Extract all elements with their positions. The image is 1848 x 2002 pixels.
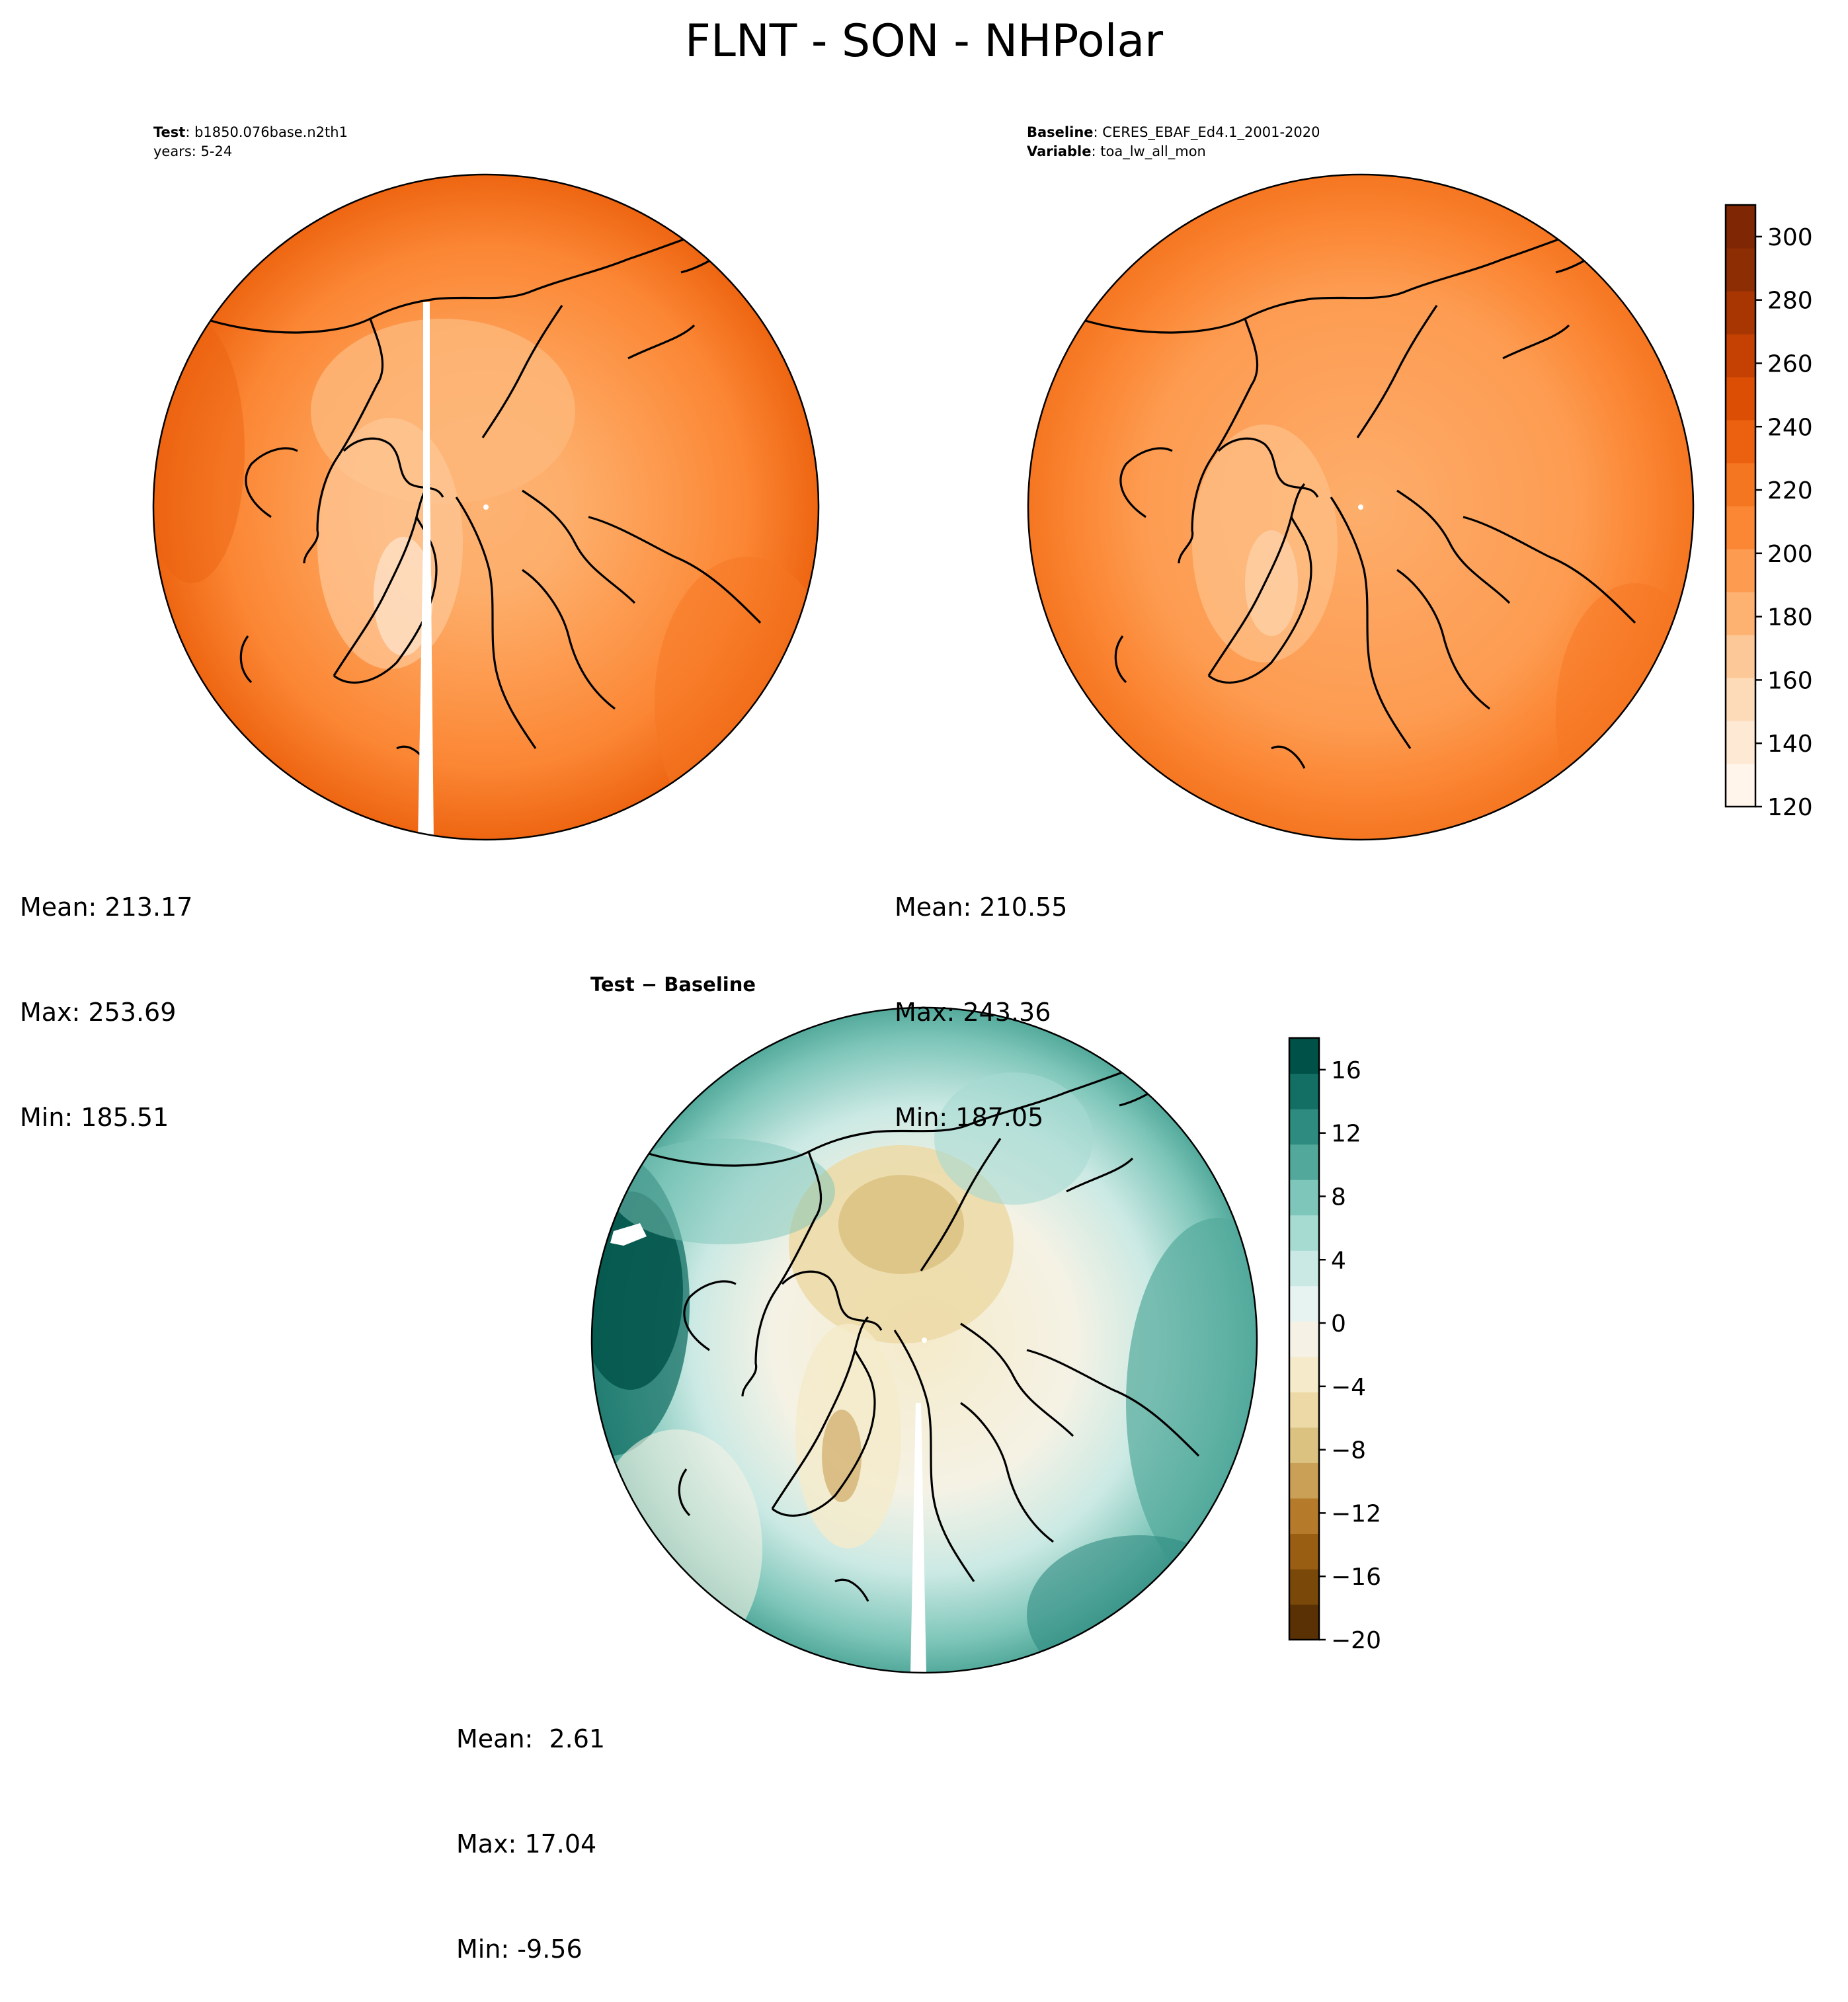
- main-colorbar-segment: [1726, 635, 1755, 678]
- page-title: FLNT - SON - NHPolar: [684, 15, 1164, 67]
- diff-colorbar-tick-label: 8: [1331, 1183, 1346, 1211]
- main-colorbar-segment: [1726, 764, 1755, 807]
- diff-colorbar-segment: [1289, 1038, 1319, 1074]
- main-colorbar-segment: [1726, 463, 1755, 506]
- test-min: Min: 185.51: [20, 1103, 169, 1132]
- test-stats: Mean: 213.17 Max: 253.69 Min: 185.51: [20, 820, 192, 1170]
- difference-stats: Mean: 2.61 Max: 17.04 Min: -9.56: [456, 1652, 605, 2002]
- main-colorbar: 120 140 160 180 200 220 240 260 280 300: [1724, 204, 1813, 821]
- difference-mean: Mean: 2.61: [456, 1724, 606, 1753]
- main-colorbar-tick-label: 140: [1767, 731, 1813, 758]
- baseline-label-value: CERES_EBAF_Ed4.1_2001-2020: [1102, 124, 1320, 140]
- diff-colorbar-tick-label: 0: [1331, 1310, 1346, 1338]
- main-colorbar-tick-label: 300: [1767, 224, 1813, 251]
- baseline-label: Baseline: CERES_EBAF_Ed4.1_2001-2020 Var…: [1027, 124, 1320, 159]
- main-colorbar-segment: [1726, 592, 1755, 635]
- diff-colorbar-segment: [1289, 1392, 1319, 1428]
- main-colorbar-tick-label: 260: [1767, 350, 1813, 378]
- difference-title: Test − Baseline: [590, 973, 756, 996]
- diff-colorbar-segment: [1289, 1568, 1319, 1605]
- test-polar-map: [152, 173, 820, 841]
- test-mean: Mean: 213.17: [20, 893, 193, 922]
- main-colorbar-tick-label: 280: [1767, 288, 1813, 315]
- difference-min: Min: -9.56: [456, 1935, 583, 1964]
- main-colorbar-segment: [1726, 334, 1755, 378]
- diff-colorbar-segment: [1289, 1604, 1319, 1640]
- test-max: Max: 253.69: [20, 998, 177, 1027]
- main-colorbar-segment: [1726, 506, 1755, 549]
- main-colorbar-segment: [1726, 678, 1755, 721]
- baseline-min: Min: 187.05: [895, 1103, 1044, 1132]
- baseline-max: Max: 243.36: [895, 998, 1051, 1027]
- main-colorbar-segment: [1726, 420, 1755, 463]
- diff-colorbar-tick-label: −8: [1331, 1437, 1366, 1464]
- diff-colorbar-tick-label: −20: [1331, 1627, 1381, 1654]
- diff-colorbar-segment: [1289, 1073, 1319, 1109]
- diff-colorbar-segment: [1289, 1180, 1319, 1216]
- difference-polar-map: [590, 1006, 1258, 1674]
- test-label-key: Test: [153, 124, 186, 140]
- main-colorbar-segment: [1726, 549, 1755, 592]
- diff-colorbar-segment: [1289, 1285, 1319, 1322]
- diff-colorbar-tick-label: −12: [1331, 1500, 1381, 1527]
- difference-colorbar: −20 −16 −12 −8 −4 0 4 8 12 16: [1288, 1037, 1381, 1654]
- diff-colorbar-segment: [1289, 1462, 1319, 1499]
- main-colorbar-segment: [1726, 248, 1755, 292]
- diff-colorbar-tick-label: 16: [1331, 1057, 1361, 1084]
- variable-label-value: toa_lw_all_mon: [1100, 143, 1206, 159]
- main-colorbar-tick-label: 120: [1767, 794, 1813, 821]
- main-colorbar-segment: [1726, 721, 1755, 764]
- main-colorbar-tick-label: 180: [1767, 604, 1813, 631]
- diff-colorbar-tick-label: −4: [1331, 1374, 1366, 1401]
- diff-colorbar-segment: [1289, 1356, 1319, 1392]
- diff-colorbar-segment: [1289, 1250, 1319, 1287]
- main-colorbar-tick-label: 240: [1767, 414, 1813, 441]
- diff-colorbar-frame: [1288, 1037, 1320, 1641]
- main-colorbar-tick-label: 200: [1767, 541, 1813, 568]
- baseline-label-key: Baseline: [1027, 124, 1094, 140]
- baseline-polar-map: [1027, 173, 1695, 841]
- main-colorbar-segment: [1726, 291, 1755, 335]
- main-colorbar-segment: [1726, 205, 1755, 249]
- diff-colorbar-tick-label: 12: [1331, 1121, 1361, 1148]
- diff-colorbar-segment: [1289, 1109, 1319, 1145]
- main-colorbar-frame: [1724, 204, 1757, 808]
- test-label: Test: b1850.076base.n2th1 years: 5-24: [153, 124, 348, 159]
- test-years: years: 5-24: [153, 143, 233, 159]
- main-colorbar-tick-label: 160: [1767, 667, 1813, 694]
- main-colorbar-segment: [1726, 377, 1755, 420]
- diff-colorbar-segment: [1289, 1144, 1319, 1180]
- diff-colorbar-tick-label: −16: [1331, 1564, 1381, 1591]
- variable-label-key: Variable: [1027, 143, 1092, 159]
- difference-max: Max: 17.04: [456, 1829, 597, 1859]
- diff-colorbar-segment: [1289, 1427, 1319, 1463]
- main-colorbar-tick-label: 220: [1767, 477, 1813, 504]
- diff-colorbar-segment: [1289, 1215, 1319, 1251]
- baseline-stats: Mean: 210.55 Max: 243.36 Min: 187.05: [895, 820, 1067, 1170]
- diff-colorbar-segment: [1289, 1498, 1319, 1535]
- diff-colorbar-segment: [1289, 1533, 1319, 1570]
- test-label-value: b1850.076base.n2th1: [194, 124, 348, 140]
- diff-colorbar-tick-label: 4: [1331, 1247, 1346, 1274]
- baseline-mean: Mean: 210.55: [895, 893, 1068, 922]
- diff-colorbar-segment: [1289, 1321, 1319, 1357]
